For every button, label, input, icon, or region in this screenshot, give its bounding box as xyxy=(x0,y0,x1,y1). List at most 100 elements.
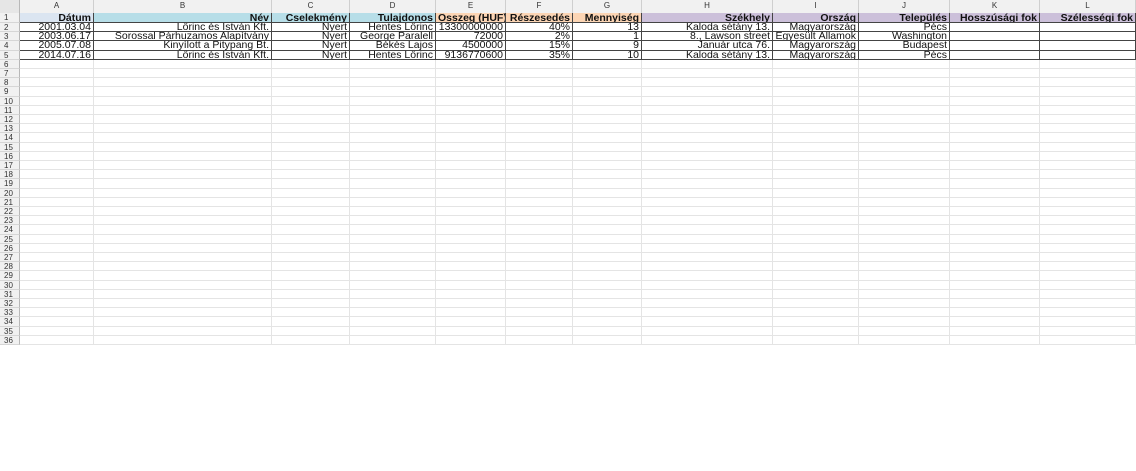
table-cell[interactable]: 10 xyxy=(573,50,642,60)
table-cell[interactable]: 9 xyxy=(573,41,642,51)
empty-cell[interactable] xyxy=(573,262,642,272)
empty-cell[interactable] xyxy=(573,170,642,180)
empty-cell[interactable] xyxy=(350,253,436,263)
empty-cell[interactable] xyxy=(773,115,859,125)
empty-cell[interactable] xyxy=(272,280,350,290)
empty-cell[interactable] xyxy=(94,87,272,97)
empty-cell[interactable] xyxy=(94,170,272,180)
empty-cell[interactable] xyxy=(436,59,506,69)
table-cell[interactable]: Nyert xyxy=(272,23,350,33)
table-cell[interactable]: George Paralell xyxy=(350,32,436,42)
column-header-i[interactable]: I xyxy=(773,0,859,14)
empty-cell[interactable] xyxy=(436,188,506,198)
empty-cell[interactable] xyxy=(642,271,773,281)
empty-cell[interactable] xyxy=(1040,78,1136,88)
empty-cell[interactable] xyxy=(773,96,859,106)
empty-cell[interactable] xyxy=(642,289,773,299)
empty-cell[interactable] xyxy=(272,243,350,253)
empty-cell[interactable] xyxy=(642,253,773,263)
empty-cell[interactable] xyxy=(436,197,506,207)
empty-cell[interactable] xyxy=(20,78,94,88)
empty-cell[interactable] xyxy=(950,96,1040,106)
row-header-22[interactable]: 22 xyxy=(0,207,20,217)
empty-cell[interactable] xyxy=(859,317,950,327)
empty-cell[interactable] xyxy=(642,234,773,244)
empty-cell[interactable] xyxy=(773,59,859,69)
column-header-e[interactable]: E xyxy=(436,0,506,14)
empty-cell[interactable] xyxy=(859,142,950,152)
empty-cell[interactable] xyxy=(272,253,350,263)
empty-cell[interactable] xyxy=(1040,207,1136,217)
empty-cell[interactable] xyxy=(950,253,1040,263)
empty-cell[interactable] xyxy=(859,335,950,345)
empty-cell[interactable] xyxy=(272,151,350,161)
row-header-15[interactable]: 15 xyxy=(0,142,20,152)
empty-cell[interactable] xyxy=(20,308,94,318)
empty-cell[interactable] xyxy=(773,124,859,134)
table-cell[interactable]: 2003.06.17 xyxy=(20,32,94,42)
table-cell[interactable]: Magyarország xyxy=(773,50,859,60)
empty-cell[interactable] xyxy=(436,262,506,272)
empty-cell[interactable] xyxy=(20,133,94,143)
empty-cell[interactable] xyxy=(573,59,642,69)
empty-cell[interactable] xyxy=(1040,96,1136,106)
empty-cell[interactable] xyxy=(94,317,272,327)
empty-cell[interactable] xyxy=(1040,216,1136,226)
empty-cell[interactable] xyxy=(94,335,272,345)
empty-cell[interactable] xyxy=(20,142,94,152)
empty-cell[interactable] xyxy=(350,197,436,207)
empty-cell[interactable] xyxy=(94,115,272,125)
table-cell[interactable]: Hentes Lőrinc xyxy=(350,50,436,60)
empty-cell[interactable] xyxy=(20,87,94,97)
row-header-5[interactable]: 5 xyxy=(0,50,20,60)
empty-cell[interactable] xyxy=(773,234,859,244)
empty-cell[interactable] xyxy=(272,289,350,299)
row-header-25[interactable]: 25 xyxy=(0,234,20,244)
row-header-8[interactable]: 8 xyxy=(0,78,20,88)
empty-cell[interactable] xyxy=(573,188,642,198)
empty-cell[interactable] xyxy=(773,133,859,143)
empty-cell[interactable] xyxy=(20,188,94,198)
empty-cell[interactable] xyxy=(350,271,436,281)
empty-cell[interactable] xyxy=(350,317,436,327)
empty-cell[interactable] xyxy=(436,115,506,125)
empty-cell[interactable] xyxy=(20,216,94,226)
empty-cell[interactable] xyxy=(573,280,642,290)
empty-cell[interactable] xyxy=(950,115,1040,125)
empty-cell[interactable] xyxy=(1040,188,1136,198)
empty-cell[interactable] xyxy=(506,78,573,88)
empty-cell[interactable] xyxy=(859,225,950,235)
empty-cell[interactable] xyxy=(950,179,1040,189)
empty-cell[interactable] xyxy=(950,234,1040,244)
empty-cell[interactable] xyxy=(573,216,642,226)
empty-cell[interactable] xyxy=(94,271,272,281)
table-cell[interactable]: 35% xyxy=(506,50,573,60)
empty-cell[interactable] xyxy=(573,87,642,97)
empty-cell[interactable] xyxy=(859,271,950,281)
empty-cell[interactable] xyxy=(506,142,573,152)
empty-cell[interactable] xyxy=(573,225,642,235)
empty-cell[interactable] xyxy=(436,161,506,171)
empty-cell[interactable] xyxy=(272,225,350,235)
table-cell[interactable]: Nyert xyxy=(272,32,350,42)
table-cell[interactable]: Hentes Lőrinc xyxy=(350,23,436,33)
empty-cell[interactable] xyxy=(642,69,773,79)
header-cell-b[interactable]: Név xyxy=(94,13,272,23)
empty-cell[interactable] xyxy=(436,280,506,290)
empty-cell[interactable] xyxy=(506,335,573,345)
row-header-9[interactable]: 9 xyxy=(0,87,20,97)
table-cell[interactable] xyxy=(1040,32,1136,42)
empty-cell[interactable] xyxy=(436,170,506,180)
empty-cell[interactable] xyxy=(773,289,859,299)
empty-cell[interactable] xyxy=(506,234,573,244)
row-header-28[interactable]: 28 xyxy=(0,262,20,272)
empty-cell[interactable] xyxy=(950,317,1040,327)
header-cell-a[interactable]: Dátum xyxy=(20,13,94,23)
empty-cell[interactable] xyxy=(20,197,94,207)
empty-cell[interactable] xyxy=(350,78,436,88)
column-header-d[interactable]: D xyxy=(350,0,436,14)
empty-cell[interactable] xyxy=(1040,133,1136,143)
empty-cell[interactable] xyxy=(950,142,1040,152)
header-cell-k[interactable]: Hosszúsági fok xyxy=(950,13,1040,23)
empty-cell[interactable] xyxy=(20,253,94,263)
